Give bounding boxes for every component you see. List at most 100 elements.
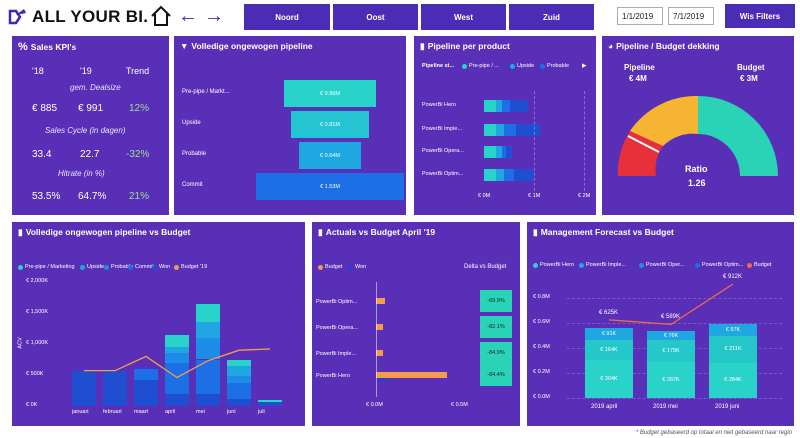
funnel-bar[interactable]: € 1.53M xyxy=(256,173,404,200)
col-header-18: '18 xyxy=(32,66,44,76)
gauge-left-label: Pipeline xyxy=(624,63,655,72)
product-bar-segment[interactable] xyxy=(502,100,510,112)
forecast-segment[interactable]: € 287K xyxy=(647,362,695,398)
clear-filters-button[interactable]: Wis Filters xyxy=(725,4,795,28)
date-from-input[interactable]: 1/1/2019 xyxy=(617,7,663,25)
stacked-bar-segment[interactable] xyxy=(196,303,220,323)
delta-badge: -84.4% xyxy=(480,364,512,386)
x-tick-label: juni xyxy=(227,409,236,415)
product-bar-segment[interactable] xyxy=(496,100,502,112)
product-bar-segment[interactable] xyxy=(496,146,502,158)
stacked-bar-segment[interactable] xyxy=(165,347,189,354)
col-header-trend: Trend xyxy=(126,66,150,76)
budget-bar[interactable] xyxy=(376,324,383,330)
product-bar-segment[interactable] xyxy=(510,100,528,112)
forecast-segment[interactable]: € 284K xyxy=(709,362,757,398)
product-bar-segment[interactable] xyxy=(484,100,496,112)
back-arrow-icon[interactable]: ← xyxy=(178,5,198,27)
forecast-budget-line xyxy=(608,283,734,326)
kpi-label: Sales Cycle (in dagen) xyxy=(45,126,126,135)
won-bar[interactable] xyxy=(376,378,388,381)
stacked-bar-segment[interactable] xyxy=(134,368,158,380)
funnel-bar[interactable]: € 0.96M xyxy=(283,80,377,107)
funnel-panel: ▼ Volledige ongewogen pipeline Pre-pipe /… xyxy=(174,36,406,215)
kpi-value-19: 22.7 xyxy=(80,149,100,160)
product-bar-segment[interactable] xyxy=(484,124,496,136)
forecast-segment[interactable]: € 175K xyxy=(647,340,695,363)
stacked-bar-segment[interactable] xyxy=(165,393,189,406)
kpi-value-18: € 885 xyxy=(32,103,58,114)
region-button-west[interactable]: West xyxy=(421,4,506,30)
top-bar: ALL YOUR BI. ← → Noord Oost West Zuid 1/… xyxy=(0,0,800,34)
stacked-bar-segment[interactable] xyxy=(134,379,158,406)
forecast-segment[interactable]: € 76K xyxy=(647,330,695,341)
stacked-bar-segment[interactable] xyxy=(258,399,282,403)
product-bar-segment[interactable] xyxy=(506,146,512,158)
stacked-bar-segment[interactable] xyxy=(227,398,251,406)
x-tick-label: april xyxy=(165,409,176,415)
legend-item: Commit xyxy=(128,264,154,270)
logo: ALL YOUR BI. xyxy=(8,6,148,28)
stacked-bar-segment[interactable] xyxy=(196,337,220,360)
pipeline-product-panel: ▮ Pipeline per product Pipeline st... Pre… xyxy=(414,36,596,215)
stacked-bar-segment[interactable] xyxy=(72,371,96,406)
legend-next-icon[interactable]: ▸ xyxy=(582,60,587,70)
forecast-segment[interactable]: € 97K xyxy=(709,324,757,337)
y-tick-label: € 0.2M xyxy=(533,369,550,375)
stacked-bar-segment[interactable] xyxy=(196,322,220,338)
product-bar-segment[interactable] xyxy=(484,169,496,181)
won-bar[interactable] xyxy=(376,304,379,307)
kpi-value-18: 53.5% xyxy=(32,191,61,202)
product-bar-segment[interactable] xyxy=(496,124,504,136)
gauge-yellow-segment xyxy=(630,95,698,146)
stacked-bar-segment[interactable] xyxy=(227,375,251,384)
forecast-segment[interactable]: € 211K xyxy=(709,336,757,363)
y-tick-label: € 0.6M xyxy=(533,319,550,325)
panel-title: ▮ Pipeline per product xyxy=(420,41,510,51)
product-bar-segment[interactable] xyxy=(502,146,506,158)
stacked-bar-segment[interactable] xyxy=(165,353,189,363)
stacked-bar-segment[interactable] xyxy=(227,360,251,367)
funnel-bar[interactable]: € 0.64M xyxy=(299,142,361,169)
x-tick-label: € 0.0M xyxy=(366,402,383,408)
y-tick-label: € 0K xyxy=(26,402,38,408)
x-tick-label: februari xyxy=(103,409,122,415)
home-icon[interactable] xyxy=(150,5,172,27)
delta-badge: -84.9% xyxy=(480,342,512,364)
stacked-bar-segment[interactable] xyxy=(103,371,127,406)
region-button-oost[interactable]: Oost xyxy=(333,4,418,30)
budget-bar[interactable] xyxy=(376,372,448,378)
product-bar-segment[interactable] xyxy=(514,169,534,181)
budget-label: € 912K xyxy=(723,274,743,280)
product-bar-segment[interactable] xyxy=(504,169,514,181)
budget-bar[interactable] xyxy=(376,298,385,304)
bar-chart-icon: ▮ xyxy=(420,41,425,51)
product-label: PowerBi Opera... xyxy=(316,325,358,331)
col-header-19: '19 xyxy=(80,66,92,76)
forecast-segment[interactable]: € 164K xyxy=(585,339,633,360)
stacked-bar-segment[interactable] xyxy=(258,402,282,406)
product-bar-segment[interactable] xyxy=(516,124,540,136)
product-bar-segment[interactable] xyxy=(504,124,516,136)
forecast-segment[interactable]: € 91K xyxy=(585,328,633,340)
stacked-bar-segment[interactable] xyxy=(227,383,251,399)
panel-title: ▼ Volledige ongewogen pipeline xyxy=(180,41,313,51)
region-button-zuid[interactable]: Zuid xyxy=(509,4,594,30)
funnel-label: Commit xyxy=(182,182,203,188)
stacked-bar-segment[interactable] xyxy=(165,334,189,348)
budget-bar[interactable] xyxy=(376,350,383,356)
x-tick-label: € 0M xyxy=(478,193,491,199)
actuals-panel: ▮ Actuals vs Budget April '19 Budget Won … xyxy=(312,222,520,426)
product-bar-segment[interactable] xyxy=(496,169,504,181)
forecast-segment[interactable]: € 304K xyxy=(585,360,633,398)
funnel-bar[interactable]: € 0.81M xyxy=(290,111,370,138)
date-to-input[interactable]: 7/1/2019 xyxy=(668,7,714,25)
product-bar-segment[interactable] xyxy=(484,146,496,158)
x-tick-label: 2019 mei xyxy=(653,404,678,410)
stacked-bar-segment[interactable] xyxy=(227,366,251,376)
region-button-noord[interactable]: Noord xyxy=(244,4,330,30)
stacked-bar-segment[interactable] xyxy=(196,393,220,406)
gauge-panel: ◕ Pipeline / Budget dekking Pipeline € 4M… xyxy=(602,36,794,215)
pie-chart-icon: ◕ xyxy=(608,41,614,51)
forward-arrow-icon[interactable]: → xyxy=(204,5,224,27)
